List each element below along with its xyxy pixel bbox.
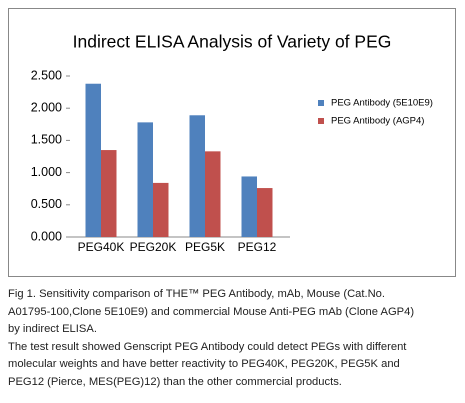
bar (189, 115, 205, 237)
x-tick-label: PEG5K (185, 240, 225, 254)
x-tick-label: PEG20K (130, 240, 177, 254)
legend-label: PEG Antibody (AGP4) (331, 116, 424, 127)
bar (85, 83, 101, 237)
y-tick-label: 0.000 (31, 229, 62, 243)
bar (137, 122, 153, 237)
legend-swatch (318, 100, 324, 106)
y-tick-label: 2.500 (31, 68, 62, 82)
bar (257, 188, 273, 237)
y-tick-label: 2.000 (31, 100, 62, 114)
y-tick-label: 1.000 (31, 165, 62, 179)
chart-frame (8, 8, 456, 277)
x-tick-label: PEG40K (78, 240, 125, 254)
bar (205, 151, 221, 237)
caption-line: molecular weights and have better reacti… (8, 358, 400, 370)
chart-title: Indirect ELISA Analysis of Variety of PE… (73, 32, 392, 52)
caption-line: PEG12 (Pierce, MES(PEG)12) than the othe… (8, 375, 342, 388)
bar (101, 150, 117, 237)
caption: Fig 1. Sensitivity comparison of THE™ PE… (8, 286, 460, 391)
y-tick-label: 1.500 (31, 133, 62, 147)
chart: Indirect ELISA Analysis of Variety of PE… (8, 8, 456, 277)
caption-line: Fig 1. Sensitivity comparison of THE™ PE… (8, 288, 385, 300)
caption-line: by indirect ELISA. (8, 323, 97, 335)
y-tick-label: 0.500 (31, 197, 62, 211)
legend-swatch (318, 118, 324, 124)
caption-line: A01795-100,Clone 5E10E9) and commercial … (8, 305, 415, 318)
legend-label: PEG Antibody (5E10E9) (331, 98, 433, 109)
bar (241, 176, 257, 237)
x-tick-label: PEG12 (238, 240, 277, 254)
caption-line: The test result showed Genscript PEG Ant… (8, 340, 407, 353)
bar (153, 182, 169, 237)
